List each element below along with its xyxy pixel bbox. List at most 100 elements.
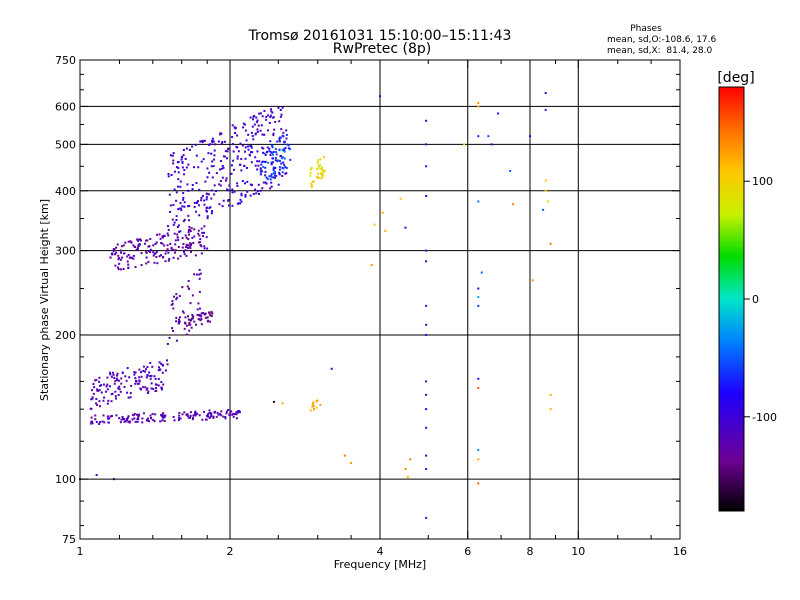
data-point xyxy=(173,170,176,173)
data-point xyxy=(198,318,201,321)
data-point xyxy=(106,388,109,391)
data-point xyxy=(187,238,190,241)
data-point xyxy=(196,201,199,204)
data-point xyxy=(480,271,483,274)
data-point xyxy=(188,148,191,151)
data-point xyxy=(126,260,129,263)
data-point xyxy=(215,415,218,418)
data-point xyxy=(208,409,211,412)
data-point xyxy=(188,219,191,222)
data-point xyxy=(121,416,124,419)
data-point xyxy=(244,146,247,149)
data-point xyxy=(225,177,228,180)
data-point xyxy=(285,166,288,169)
data-point xyxy=(124,241,127,244)
data-point xyxy=(258,112,261,115)
data-point xyxy=(373,223,376,226)
data-point xyxy=(129,240,132,243)
data-point xyxy=(245,166,248,169)
data-point xyxy=(264,154,267,157)
data-point xyxy=(139,238,142,241)
data-point xyxy=(265,182,268,185)
data-point xyxy=(186,285,189,288)
data-point xyxy=(211,137,214,140)
data-point xyxy=(243,182,246,185)
data-point xyxy=(278,171,281,174)
data-point xyxy=(175,191,178,194)
data-point xyxy=(268,175,271,178)
data-point xyxy=(160,242,163,245)
data-point xyxy=(100,391,103,394)
data-point xyxy=(278,159,281,162)
data-point xyxy=(269,150,272,153)
data-point xyxy=(140,264,143,267)
data-point xyxy=(162,234,165,237)
data-point xyxy=(231,124,234,127)
data-point xyxy=(224,417,227,420)
data-point xyxy=(174,249,177,252)
data-point xyxy=(139,387,142,390)
data-point xyxy=(220,410,223,413)
data-point xyxy=(259,189,262,192)
data-point xyxy=(256,190,259,193)
data-point xyxy=(103,396,106,399)
data-point xyxy=(127,420,130,423)
data-point xyxy=(275,153,278,156)
data-point xyxy=(167,234,170,237)
data-point xyxy=(320,173,323,176)
data-point xyxy=(231,136,234,139)
data-point xyxy=(169,204,172,207)
data-point xyxy=(173,251,176,254)
data-point xyxy=(155,241,158,244)
data-point xyxy=(120,245,123,248)
data-point xyxy=(207,152,210,155)
data-point xyxy=(198,268,201,271)
data-point xyxy=(289,158,292,161)
data-point xyxy=(93,386,96,389)
data-point xyxy=(189,323,192,326)
data-point xyxy=(177,171,180,174)
data-point xyxy=(220,142,223,145)
data-point xyxy=(189,416,192,419)
data-point xyxy=(153,252,156,255)
data-point xyxy=(166,225,169,228)
data-point xyxy=(167,175,170,178)
data-point xyxy=(162,416,165,419)
data-point xyxy=(227,409,230,412)
data-point xyxy=(260,163,263,166)
data-point xyxy=(276,140,279,143)
data-point xyxy=(237,202,240,205)
data-point xyxy=(200,312,203,315)
data-point xyxy=(271,153,274,156)
data-point xyxy=(116,372,119,375)
data-point xyxy=(243,164,246,167)
data-point xyxy=(167,228,170,231)
data-point xyxy=(258,160,261,163)
data-point xyxy=(255,192,258,195)
data-point xyxy=(170,174,173,177)
data-point xyxy=(477,135,480,138)
data-point xyxy=(228,184,231,187)
data-point xyxy=(463,143,466,146)
data-point xyxy=(322,170,325,173)
data-point xyxy=(116,378,119,381)
data-point xyxy=(219,159,222,162)
data-point xyxy=(239,163,242,166)
data-point xyxy=(287,147,290,150)
data-point xyxy=(253,114,256,117)
data-point xyxy=(120,377,123,380)
data-point xyxy=(184,234,187,237)
data-point xyxy=(182,198,185,201)
data-point xyxy=(132,414,135,417)
y-tick-label: 75 xyxy=(62,533,76,546)
data-point xyxy=(189,319,192,322)
data-point xyxy=(117,258,120,261)
data-point xyxy=(477,296,480,299)
data-point xyxy=(255,116,258,119)
data-point xyxy=(110,400,113,403)
data-point xyxy=(206,167,209,170)
data-point xyxy=(283,140,286,143)
data-point xyxy=(176,233,179,236)
data-point xyxy=(191,317,194,320)
data-point xyxy=(136,248,139,251)
